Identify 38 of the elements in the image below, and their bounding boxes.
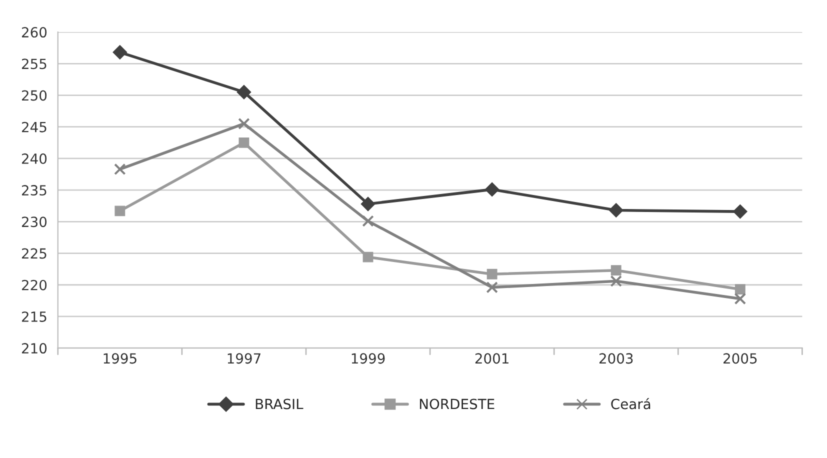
- x-tick-label: 1995: [104, 353, 136, 364]
- point: [732, 204, 748, 219]
- legend-label: BRASIL: [256, 398, 304, 410]
- y-tick-label: 255: [22, 58, 46, 70]
- y-tick-label: 260: [22, 27, 47, 38]
- point: [484, 182, 500, 197]
- x-tick-label: 2005: [724, 353, 757, 364]
- legend-label: Ceará: [611, 398, 650, 410]
- point: [486, 268, 498, 280]
- point: [362, 252, 374, 262]
- point: [114, 206, 126, 216]
- point: [114, 163, 126, 176]
- point: [238, 118, 250, 130]
- y-tick-label: 240: [22, 153, 47, 164]
- point: [238, 137, 250, 148]
- x-tick-label: 2003: [599, 353, 633, 364]
- point: [486, 282, 498, 294]
- point: [608, 203, 624, 218]
- y-tick-label: 220: [22, 280, 47, 290]
- legend-label: NORDESTE: [420, 398, 494, 410]
- point: [610, 275, 622, 287]
- y-tick-label: 250: [22, 90, 47, 101]
- y-tick-label: 215: [22, 311, 46, 322]
- point: [362, 215, 374, 227]
- point: [610, 265, 622, 276]
- point: [112, 45, 128, 60]
- point: [734, 284, 746, 295]
- y-tick-label: 210: [22, 343, 47, 354]
- y-tick-label: 235: [22, 185, 46, 196]
- point: [236, 84, 252, 100]
- point: [360, 196, 376, 212]
- point: [734, 292, 746, 305]
- y-tick-label: 225: [22, 248, 46, 259]
- x-tick-label: 1997: [228, 353, 260, 364]
- x-tick-label: 1999: [352, 353, 385, 364]
- y-tick-label: 245: [22, 122, 46, 132]
- x-tick-label: 2001: [475, 353, 508, 364]
- y-tick-label: 230: [22, 216, 47, 228]
